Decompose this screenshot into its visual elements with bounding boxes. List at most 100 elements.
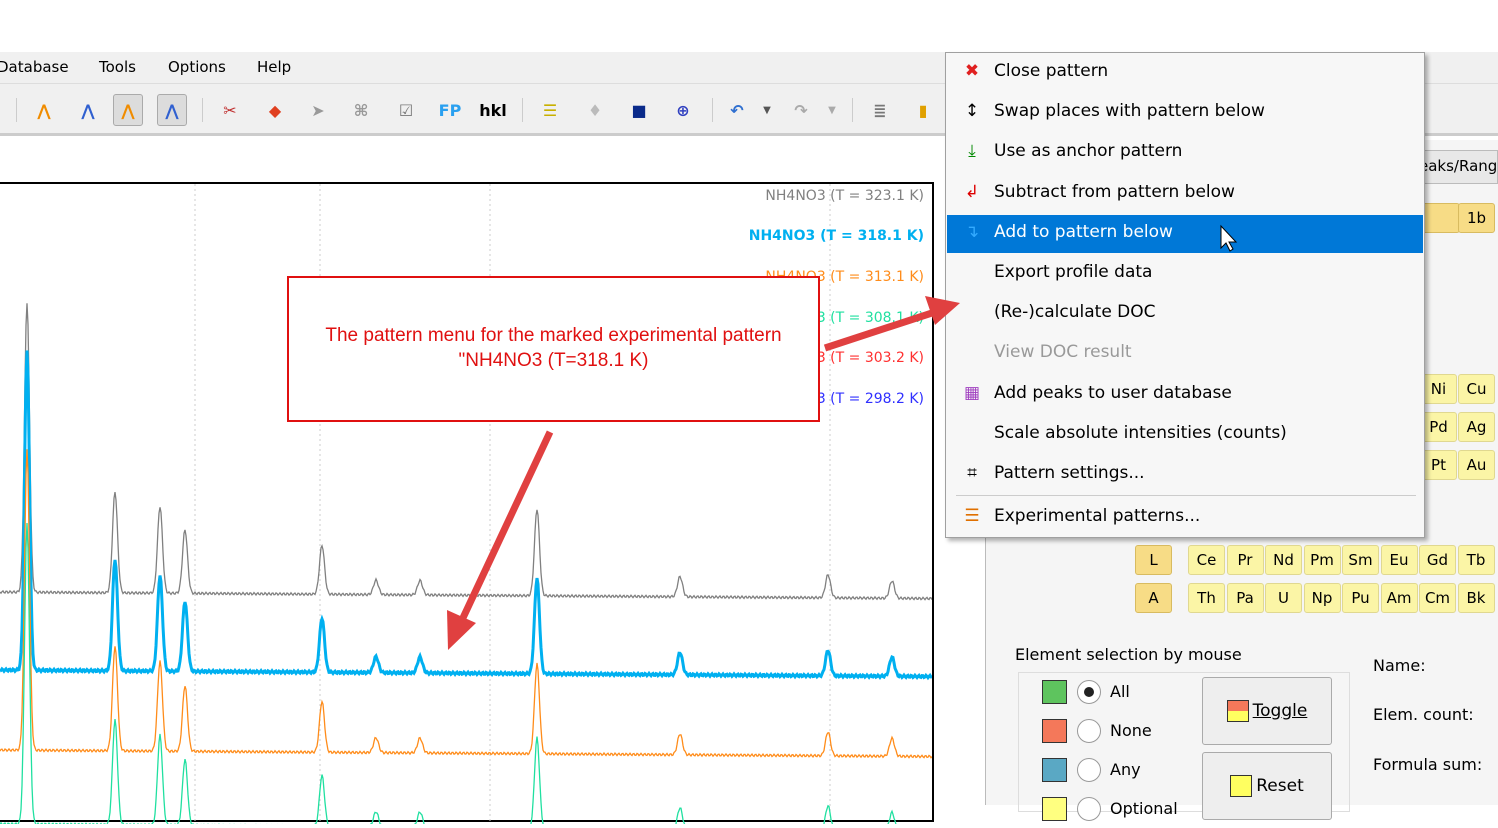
radio-optional[interactable] bbox=[1077, 797, 1101, 821]
element-u[interactable]: U bbox=[1265, 583, 1302, 613]
element-pm[interactable]: Pm bbox=[1303, 545, 1341, 575]
menu-item-view-doc-result[interactable]: View DOC result bbox=[947, 335, 1423, 373]
database-icon[interactable]: ≣ bbox=[873, 100, 887, 120]
menu-database[interactable]: Database bbox=[0, 58, 69, 76]
element-pu[interactable]: Pu bbox=[1342, 583, 1379, 613]
element-sm[interactable]: Sm bbox=[1342, 545, 1379, 575]
element-pr[interactable]: Pr bbox=[1226, 545, 1264, 575]
fp-button[interactable]: FP bbox=[438, 100, 462, 120]
formula-sum-label: Formula sum: bbox=[1373, 755, 1483, 774]
menu-item-experimental-patterns[interactable]: ☰ Experimental patterns... bbox=[947, 499, 1423, 537]
element-th[interactable]: Th bbox=[1188, 583, 1225, 613]
peak-icon[interactable]: ⋀ bbox=[37, 100, 51, 120]
element-blank[interactable] bbox=[1420, 203, 1460, 233]
element-nd[interactable]: Nd bbox=[1265, 545, 1302, 575]
anchor-arrow-icon: ⤓ bbox=[968, 141, 976, 162]
element-eu[interactable]: Eu bbox=[1380, 545, 1418, 575]
redo-dropdown-icon[interactable]: ▼ bbox=[828, 104, 836, 116]
multi-peak-icon[interactable]: ⋀ bbox=[81, 100, 95, 120]
radio-any[interactable] bbox=[1077, 758, 1101, 782]
element-cu[interactable]: Cu bbox=[1458, 374, 1495, 404]
element-pa[interactable]: Pa bbox=[1226, 583, 1264, 613]
element-1b[interactable]: 1b bbox=[1458, 203, 1495, 233]
radio-all[interactable] bbox=[1077, 680, 1101, 704]
element-np[interactable]: Np bbox=[1303, 583, 1341, 613]
menu-item-add-to-pattern-below[interactable]: ↴ Add to pattern below bbox=[947, 214, 1423, 253]
menu-item-label: Add to pattern below bbox=[994, 221, 1173, 242]
radio-none[interactable] bbox=[1077, 719, 1101, 743]
diamond-icon[interactable]: ◆ bbox=[268, 100, 282, 120]
menu-item-label: Export profile data bbox=[994, 262, 1153, 282]
menu-item-add-peaks-to-user-database[interactable]: ▦ Add peaks to user database bbox=[947, 376, 1423, 414]
menu-item-close-pattern[interactable]: ✖ Close pattern bbox=[947, 54, 1423, 92]
menu-item-pattern-settings[interactable]: ⌗ Pattern settings... bbox=[947, 456, 1423, 494]
selection-title: Element selection by mouse bbox=[1015, 645, 1242, 664]
series-l[interactable]: L bbox=[1135, 545, 1172, 575]
menu-tools[interactable]: Tools bbox=[99, 58, 136, 76]
redo-icon[interactable]: ↷ bbox=[794, 100, 808, 120]
undo-icon[interactable]: ↶ bbox=[730, 100, 744, 120]
database-yellow-icon[interactable]: ▮ bbox=[918, 100, 928, 120]
peak-profile-icon[interactable]: ⋀ bbox=[157, 94, 187, 126]
structure-icon[interactable]: ⊕ bbox=[676, 100, 690, 120]
hkl-button[interactable]: hkl bbox=[479, 100, 507, 120]
element-tb[interactable]: Tb bbox=[1457, 545, 1495, 575]
menu-item-use-as-anchor-pattern[interactable]: ⤓ Use as anchor pattern bbox=[947, 134, 1423, 172]
color-swatch bbox=[1042, 680, 1067, 704]
menu-item-scale-absolute-intensities-counts[interactable]: Scale absolute intensities (counts) bbox=[947, 416, 1423, 454]
option-label: Any bbox=[1110, 760, 1141, 779]
settings-icon: ⌗ bbox=[967, 463, 977, 483]
element-pd[interactable]: Pd bbox=[1420, 412, 1457, 442]
menu-item-swap-places-with-pattern-below[interactable]: ↕ Swap places with pattern below bbox=[947, 94, 1423, 132]
database-add-icon: ▦ bbox=[963, 382, 981, 403]
element-pt[interactable]: Pt bbox=[1420, 450, 1457, 480]
cube-icon[interactable]: ■ bbox=[631, 100, 647, 120]
element-au[interactable]: Au bbox=[1458, 450, 1495, 480]
option-label: Optional bbox=[1110, 799, 1178, 818]
color-swatch bbox=[1042, 719, 1067, 743]
subtract-icon: ↲ bbox=[964, 181, 980, 202]
menu-help[interactable]: Help bbox=[257, 58, 292, 76]
menu-options[interactable]: Options bbox=[168, 58, 226, 76]
legend-318[interactable]: NH4NO3 (T = 318.1 K) bbox=[748, 228, 924, 244]
pattern-icon[interactable]: ⌘ bbox=[353, 100, 369, 120]
option-label: All bbox=[1110, 682, 1130, 701]
element-gd[interactable]: Gd bbox=[1419, 545, 1456, 575]
element-am[interactable]: Am bbox=[1380, 583, 1418, 613]
menu-item-re-calculate-doc[interactable]: (Re-)calculate DOC bbox=[947, 295, 1423, 333]
menu-item-export-profile-data[interactable]: Export profile data bbox=[947, 255, 1423, 293]
element-cm[interactable]: Cm bbox=[1419, 583, 1456, 613]
menu-item-subtract-from-pattern-below[interactable]: ↲ Subtract from pattern below bbox=[947, 175, 1423, 213]
reset-label: Reset bbox=[1256, 776, 1304, 796]
menu-item-label: Add peaks to user database bbox=[994, 382, 1232, 403]
reset-button[interactable]: Reset bbox=[1202, 752, 1332, 820]
element-ni[interactable]: Ni bbox=[1420, 374, 1457, 404]
element-ce[interactable]: Ce bbox=[1188, 545, 1225, 575]
menu-item-label: Scale absolute intensities (counts) bbox=[994, 422, 1287, 443]
name-label: Name: bbox=[1373, 656, 1426, 675]
toggle-button[interactable]: Toggle bbox=[1202, 677, 1332, 745]
option-label: None bbox=[1110, 721, 1152, 740]
series-a[interactable]: A bbox=[1135, 583, 1172, 613]
swap-arrows-icon: ↕ bbox=[964, 101, 980, 122]
color-swatch bbox=[1042, 797, 1067, 821]
undo-dropdown-icon[interactable]: ▼ bbox=[763, 104, 771, 116]
checkbox-icon[interactable]: ☑ bbox=[398, 100, 414, 120]
peak-overlay-icon[interactable]: ⋀ bbox=[113, 94, 143, 126]
elem-count-label: Elem. count: bbox=[1373, 705, 1474, 724]
menu-item-label: Use as anchor pattern bbox=[994, 141, 1183, 162]
element-ag[interactable]: Ag bbox=[1458, 412, 1495, 442]
annotation-callout: The pattern menu for the marked experime… bbox=[287, 276, 820, 422]
report-icon[interactable]: ☰ bbox=[542, 100, 558, 120]
crystal-icon[interactable]: ♦ bbox=[587, 100, 603, 120]
tools-icon[interactable]: ✂ bbox=[223, 100, 237, 120]
pattern-context-menu: ✖ Close pattern ↕ Swap places with pattern … bbox=[945, 52, 1425, 538]
element-bk[interactable]: Bk bbox=[1457, 583, 1495, 613]
menu-item-label: View DOC result bbox=[994, 342, 1132, 363]
menu-item-label: Pattern settings... bbox=[994, 463, 1145, 483]
pointer-icon[interactable]: ➤ bbox=[311, 100, 325, 120]
pattern-curve-2[interactable] bbox=[0, 449, 933, 759]
legend-323[interactable]: NH4NO3 (T = 323.1 K) bbox=[765, 188, 924, 204]
menu-item-label: Swap places with pattern below bbox=[994, 101, 1265, 122]
pattern-curve-1[interactable] bbox=[0, 350, 933, 681]
